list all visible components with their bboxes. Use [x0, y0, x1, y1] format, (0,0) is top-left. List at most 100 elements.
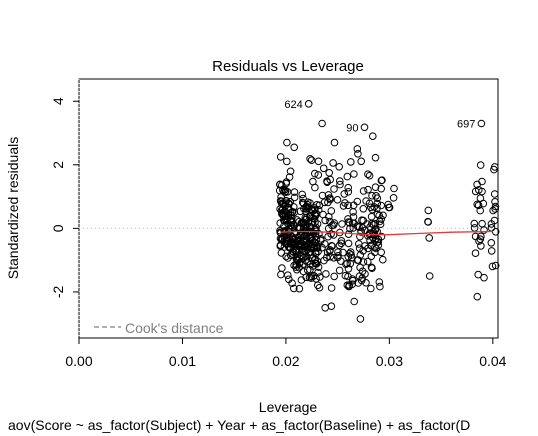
data-point: [343, 259, 351, 268]
data-point: [478, 177, 486, 186]
data-point: [477, 119, 486, 128]
data-point: [277, 270, 285, 279]
data-point: [294, 237, 302, 245]
data-point: [301, 223, 310, 232]
data-point: [364, 170, 372, 178]
data-point: [478, 219, 486, 228]
data-point: [353, 256, 362, 264]
data-point: [425, 234, 434, 242]
data-point: [303, 237, 311, 246]
data-point: [475, 237, 483, 245]
data-point: [344, 265, 353, 273]
data-point: [276, 219, 285, 227]
data-point: [487, 239, 496, 247]
data-point: [287, 211, 295, 219]
point-label-90: 90: [346, 122, 358, 134]
data-point: [327, 284, 336, 292]
data-point: [335, 266, 344, 275]
data-point: [335, 163, 344, 171]
data-point: [359, 216, 368, 225]
data-point: [278, 264, 286, 272]
data-point: [338, 220, 346, 228]
data-point: [284, 254, 292, 262]
data-point: [360, 123, 369, 132]
data-point: [377, 248, 386, 257]
data-point: [480, 226, 488, 234]
data-point: [476, 194, 485, 202]
data-point: [330, 272, 339, 281]
data-point: [286, 198, 295, 206]
data-point: [344, 188, 353, 196]
data-point: [315, 283, 324, 292]
data-point: [326, 246, 334, 254]
data-point: [344, 183, 353, 192]
data-point: [367, 203, 375, 212]
data-points: [275, 100, 500, 323]
data-point: [306, 243, 315, 251]
data-point: [306, 265, 314, 274]
data-point: [424, 206, 433, 215]
data-point: [354, 150, 362, 158]
data-point: [371, 153, 380, 162]
data-point: [323, 177, 331, 185]
data-point: [367, 284, 375, 293]
data-point: [353, 145, 362, 153]
data-point: [347, 158, 355, 166]
data-point: [285, 173, 294, 181]
sub-caption: aov(Score ~ as_factor(Subject) + Year + …: [8, 417, 470, 433]
data-point: [279, 205, 287, 214]
data-point: [321, 240, 329, 248]
data-point: [336, 180, 344, 189]
data-point: [290, 284, 298, 293]
data-point: [290, 188, 299, 196]
data-point: [276, 180, 284, 189]
data-point: [491, 198, 499, 206]
data-point: [328, 221, 336, 230]
data-point: [286, 167, 295, 176]
data-point: [345, 219, 354, 227]
data-point: [337, 257, 345, 265]
data-point: [325, 169, 334, 177]
point-labels: 624 90 697: [284, 99, 475, 135]
data-point: [306, 248, 315, 257]
data-point: [314, 263, 323, 271]
data-point: [364, 185, 372, 194]
data-point: [349, 208, 357, 216]
data-point: [376, 282, 384, 291]
data-point: [371, 220, 380, 228]
data-point: [328, 242, 336, 250]
data-point: [284, 220, 292, 228]
data-point: [283, 235, 291, 243]
data-point: [299, 267, 308, 276]
data-point: [369, 132, 377, 140]
data-point: [278, 210, 286, 218]
data-point: [314, 171, 323, 179]
smooth-line: [280, 230, 493, 236]
data-point: [348, 280, 357, 289]
x-tick-label: 0.00: [65, 353, 92, 369]
data-point: [346, 259, 355, 268]
data-point: [337, 239, 346, 248]
data-point: [477, 232, 485, 241]
data-point: [304, 100, 313, 108]
y-tick-label: 2: [50, 161, 66, 169]
data-point: [471, 249, 480, 257]
data-point: [343, 172, 352, 181]
data-point: [325, 194, 334, 202]
data-point: [476, 206, 485, 215]
data-point: [346, 248, 355, 256]
data-point: [335, 241, 344, 250]
data-point: [356, 232, 364, 241]
data-point: [276, 205, 284, 213]
data-point: [323, 248, 332, 257]
data-point: [285, 199, 294, 208]
data-point: [329, 159, 337, 167]
data-point: [292, 263, 300, 271]
y-axis-label: Standardized residuals: [5, 137, 21, 279]
data-point: [327, 302, 336, 311]
data-point: [311, 169, 319, 178]
data-point: [475, 186, 483, 194]
point-label-624: 624: [284, 99, 302, 111]
data-point: [474, 270, 483, 279]
reference-lines: [78, 79, 498, 338]
